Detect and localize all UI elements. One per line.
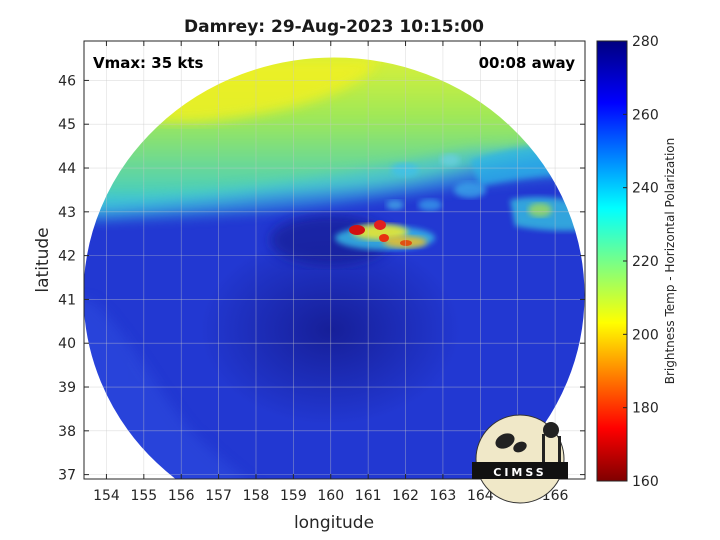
x-tick-label: 163 — [430, 488, 457, 504]
y-axis-label: latitude — [33, 227, 53, 292]
x-axis-label: longitude — [294, 513, 374, 533]
x-tick-label: 158 — [243, 488, 270, 504]
y-axis-ticks: 37 38 39 40 41 42 43 44 45 46 — [58, 73, 585, 484]
y-tick-label: 37 — [58, 468, 76, 484]
grid-lines — [84, 41, 585, 479]
x-tick-label: 154 — [93, 488, 120, 504]
y-tick-label: 44 — [58, 161, 76, 177]
x-tick-label: 160 — [317, 488, 344, 504]
y-tick-label: 46 — [58, 73, 76, 89]
cimss-logo: CIMSS — [472, 414, 568, 504]
time-away-label: 00:08 away — [479, 54, 576, 72]
colorbar-tick-label: 280 — [632, 34, 659, 50]
y-tick-label: 43 — [58, 205, 76, 221]
colorbar-ticks: 160 180 200 220 240 260 280 — [623, 34, 659, 490]
colorbar-tick-label: 200 — [632, 327, 659, 343]
x-tick-label: 156 — [168, 488, 195, 504]
satellite-dish-icon — [495, 433, 515, 449]
brightness-temperature-swath — [84, 56, 585, 479]
y-tick-label: 40 — [58, 336, 76, 352]
colorbar-label: Brightness Temp - Horizontal Polarizatio… — [663, 138, 677, 385]
cold-convective-cells — [335, 220, 435, 250]
colorbar-tick-label: 240 — [632, 181, 659, 197]
colorbar-tick-label: 180 — [632, 401, 659, 417]
x-tick-label: 164 — [467, 488, 494, 504]
x-tick-label: 162 — [392, 488, 419, 504]
y-tick-label: 39 — [58, 380, 76, 396]
x-tick-label: 159 — [280, 488, 307, 504]
logo-text: CIMSS — [493, 466, 546, 479]
colorbar-tick-label: 160 — [632, 474, 659, 490]
colorbar-gradient — [596, 40, 628, 482]
y-tick-label: 42 — [58, 249, 76, 265]
y-tick-label: 38 — [58, 424, 76, 440]
colorbar-tick-label: 260 — [632, 107, 659, 123]
y-tick-label: 45 — [58, 117, 76, 133]
axes-frame — [83, 40, 586, 480]
x-tick-label: 157 — [205, 488, 232, 504]
y-tick-label: 41 — [58, 292, 76, 308]
colorbar: 160 180 200 220 240 260 280 Brightness Temp - … — [596, 34, 677, 490]
x-tick-label: 161 — [355, 488, 382, 504]
water-tower-icon — [543, 422, 559, 438]
x-tick-label: 155 — [130, 488, 157, 504]
plot-title: Damrey: 29-Aug-2023 10:15:00 — [184, 17, 484, 37]
vmax-label: Vmax: 35 kts — [93, 54, 203, 72]
colorbar-tick-label: 220 — [632, 254, 659, 270]
